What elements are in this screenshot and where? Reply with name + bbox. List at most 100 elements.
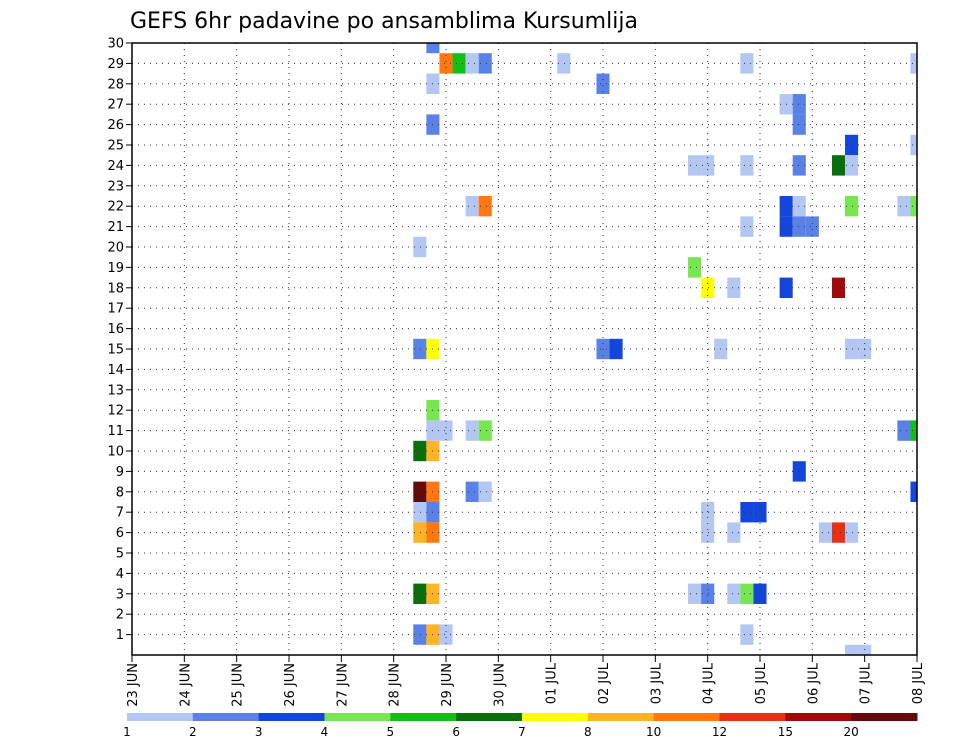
colorbar-label: 5 [387,725,395,739]
heatmap-cell [478,196,492,217]
colorbar-label: 10 [646,725,661,739]
y-tick-label: 11 [107,424,124,439]
heatmap-cell [701,277,715,298]
y-tick-label: 17 [107,302,124,317]
heatmap-cell [753,502,767,523]
heatmap-cell [413,481,427,502]
heatmap-cell [465,196,479,217]
x-tick-label: 25 JUN [231,663,246,707]
colorbar-label: 4 [321,725,329,739]
heatmap-cell [426,43,440,54]
colorbar-label: 6 [452,725,460,739]
heatmap-cell [557,53,571,74]
y-tick-label: 29 [107,57,124,72]
x-tick-label: 23 JUN [126,663,141,707]
colorbar-segment [653,713,720,721]
heatmap-cell [740,155,754,176]
heatmap-cell [818,522,832,543]
y-tick-label: 7 [116,506,124,521]
heatmap-cell [792,114,806,135]
colorbar-segment [390,713,457,721]
chart-title: GEFS 6hr padavine po ansamblima Kursumli… [130,9,638,34]
x-tick-label: 08 JUL [911,662,926,704]
y-tick-label: 14 [107,363,124,378]
heatmap-cell [701,583,715,604]
heatmap-cell [805,216,819,237]
heatmap-cell [740,502,754,523]
colorbar-label: 8 [584,725,592,739]
y-tick-label: 16 [107,322,124,337]
y-tick-label: 5 [116,547,124,562]
heatmap-cell [831,155,846,176]
colorbar-label: 3 [255,725,263,739]
x-axis: 23 JUN 24 JUN 25 JUN 26 JUN 27 JUN 28 JUN 29 J… [126,655,926,707]
x-tick-label: 03 JUL [649,662,664,704]
heatmap-cell [727,522,741,543]
heatmap-cell [413,624,427,645]
heatmap-cell [478,420,492,441]
y-tick-label: 9 [116,465,124,480]
heatmap-cell [831,522,846,543]
y-tick-label: 4 [116,567,124,582]
colorbar: 1 2 3 4 5 6 7 8 10 12 15 20 [123,713,918,739]
heatmap-cell [439,624,453,645]
colorbar-segment [719,713,786,721]
heatmap-cell [609,338,623,360]
heatmap-cell [897,196,911,217]
y-tick-label: 12 [107,404,124,419]
heatmap-cell [465,420,479,441]
x-tick-label: 07 JUL [859,662,874,704]
heatmap-cell [740,53,754,74]
y-tick-label: 10 [107,445,124,460]
heatmap-cell [845,522,859,543]
x-tick-label: 30 JUN [492,663,507,707]
heatmap-cell [753,583,767,604]
y-tick-label: 6 [116,526,124,541]
heatmap-cell [413,236,427,258]
colorbar-segment [587,713,655,721]
heatmap-cell [727,583,741,604]
y-tick-label: 18 [107,281,124,296]
heatmap-cell [478,481,492,502]
y-tick-label: 30 [107,37,124,52]
colorbar-label: 2 [189,725,197,739]
y-axis: 1234567891011121314151617181920212223242… [107,37,132,643]
y-tick-label: 23 [107,179,124,194]
colorbar-segment [258,713,325,721]
heatmap-cell [910,53,917,74]
heatmap-cell [792,94,806,115]
heatmap-cell [413,440,427,462]
x-tick-label: 01 JUL [545,662,560,704]
heatmap-cell [688,257,702,278]
colorbar-segment [456,713,523,721]
y-tick-label: 3 [116,587,124,602]
y-tick-label: 15 [107,343,124,358]
heatmap-cell [439,53,453,74]
heatmap-cell [413,502,427,523]
heatmap-cell [701,522,715,543]
colorbar-label: 15 [778,725,793,739]
heatmap-cell [413,522,427,543]
colorbar-segment [192,713,260,721]
colorbar-label: 20 [844,725,859,739]
heatmap-cell [596,73,610,94]
heatmap-cell [413,338,427,360]
colorbar-segment [851,713,918,721]
x-tick-label: 27 JUN [335,663,350,707]
heatmap-cell [845,155,859,176]
x-tick-label: 06 JUL [806,662,821,704]
y-tick-label: 24 [107,159,124,174]
heatmap-cell [845,338,859,360]
colorbar-segment [522,713,589,721]
colorbar-segment [785,713,852,721]
x-tick-label: 02 JUL [597,662,612,704]
y-tick-label: 20 [107,241,124,256]
heatmap-cell [465,53,479,74]
x-tick-label: 28 JUN [388,663,403,707]
heatmap-cell [478,53,492,74]
heatmap-cell [845,196,859,217]
heatmap-cell [439,420,453,441]
heatmap-cell [688,155,702,176]
x-tick-label: 26 JUN [283,663,298,707]
